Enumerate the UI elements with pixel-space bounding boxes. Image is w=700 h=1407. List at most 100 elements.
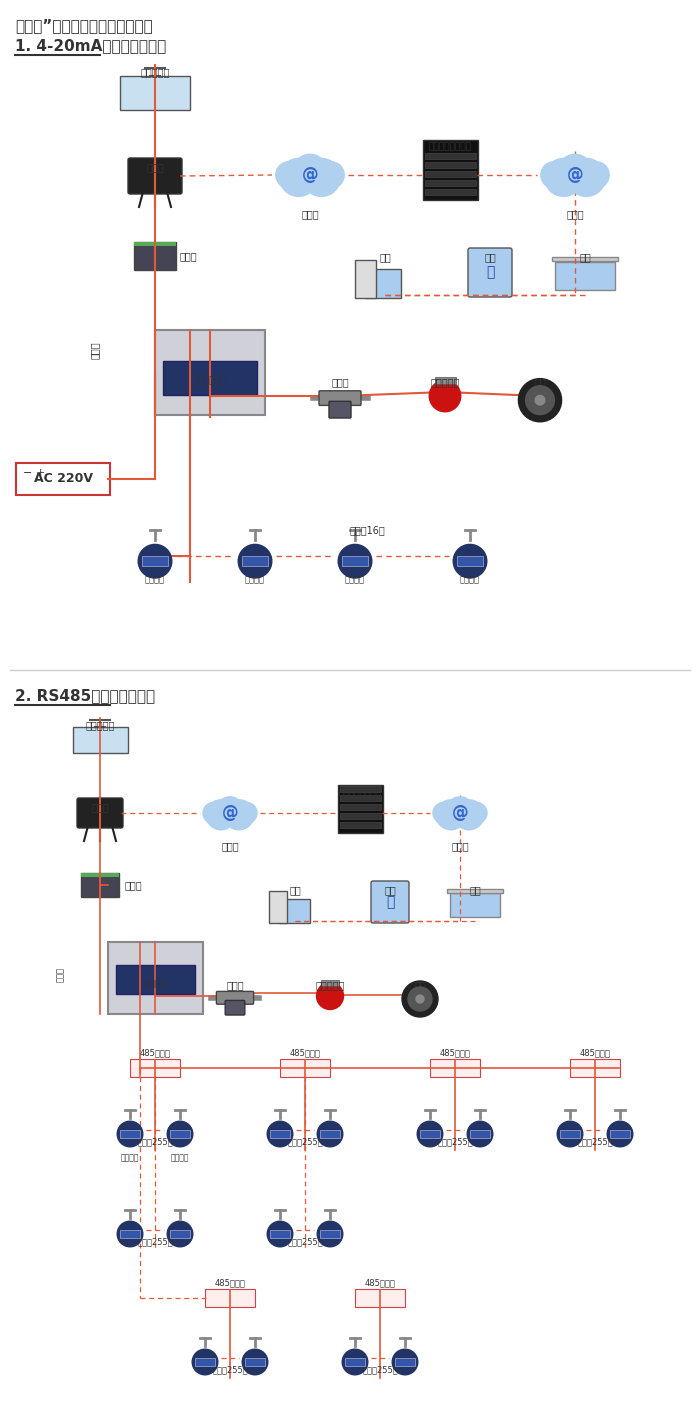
Text: 机气猫”系列带显示固定式检测仪: 机气猫”系列带显示固定式检测仪 (15, 18, 153, 32)
Circle shape (302, 159, 340, 197)
Circle shape (392, 1349, 418, 1375)
FancyBboxPatch shape (216, 992, 253, 1005)
Circle shape (242, 1349, 268, 1375)
Text: @: @ (302, 166, 318, 184)
FancyBboxPatch shape (163, 362, 257, 395)
Text: @: @ (452, 803, 468, 822)
Text: 互联网: 互联网 (221, 841, 239, 851)
FancyBboxPatch shape (450, 893, 500, 917)
Text: −: − (23, 469, 33, 478)
Circle shape (402, 981, 438, 1017)
FancyBboxPatch shape (470, 1130, 489, 1138)
FancyBboxPatch shape (424, 153, 475, 159)
Text: 单机版电脑: 单机版电脑 (140, 68, 169, 77)
FancyBboxPatch shape (321, 1230, 340, 1238)
Text: 通讯线: 通讯线 (55, 968, 64, 982)
FancyBboxPatch shape (280, 1059, 330, 1076)
FancyBboxPatch shape (195, 1358, 215, 1366)
Circle shape (276, 162, 302, 189)
FancyBboxPatch shape (116, 965, 195, 993)
FancyBboxPatch shape (81, 872, 119, 898)
Text: 电脑: 电脑 (289, 885, 301, 895)
Text: 485中继器: 485中继器 (365, 1278, 395, 1287)
FancyBboxPatch shape (279, 899, 310, 923)
Text: 手机: 手机 (484, 252, 496, 262)
FancyBboxPatch shape (457, 556, 482, 567)
Text: 信号输出: 信号输出 (145, 575, 165, 584)
Circle shape (568, 159, 606, 197)
Circle shape (519, 378, 561, 422)
FancyBboxPatch shape (340, 813, 381, 819)
FancyBboxPatch shape (447, 889, 503, 892)
Text: 〜: 〜 (386, 895, 394, 909)
Text: 电脑: 电脑 (379, 252, 391, 262)
Circle shape (293, 155, 327, 189)
FancyBboxPatch shape (321, 979, 339, 985)
Text: 485中继器: 485中继器 (440, 1048, 470, 1057)
FancyBboxPatch shape (371, 881, 409, 923)
FancyBboxPatch shape (108, 943, 202, 1014)
FancyBboxPatch shape (142, 556, 167, 567)
Text: 可连接255台: 可连接255台 (362, 1365, 398, 1375)
Text: 信号输入: 信号输入 (245, 575, 265, 584)
FancyBboxPatch shape (340, 822, 381, 827)
FancyBboxPatch shape (337, 785, 382, 833)
FancyBboxPatch shape (73, 727, 127, 753)
Circle shape (454, 799, 484, 830)
Text: 电磁阀: 电磁阀 (331, 377, 349, 387)
Text: 〜: 〜 (486, 266, 494, 280)
Text: 485中继器: 485中继器 (290, 1048, 321, 1057)
FancyBboxPatch shape (423, 141, 477, 200)
FancyBboxPatch shape (355, 1289, 405, 1307)
Text: 安帕尔网络服务器: 安帕尔网络服务器 (428, 142, 472, 151)
Text: 互联网: 互联网 (301, 210, 318, 219)
FancyBboxPatch shape (242, 556, 267, 567)
Text: 终端: 终端 (579, 252, 591, 262)
Text: 信号输入: 信号输入 (120, 1152, 139, 1162)
Text: 可连接16个: 可连接16个 (350, 525, 386, 535)
FancyBboxPatch shape (570, 1059, 620, 1076)
Circle shape (193, 1349, 218, 1375)
FancyBboxPatch shape (120, 1130, 139, 1138)
FancyBboxPatch shape (424, 162, 475, 167)
Circle shape (541, 162, 568, 189)
Circle shape (203, 802, 224, 823)
Circle shape (338, 545, 372, 578)
Text: 路由器: 路由器 (146, 162, 164, 172)
Circle shape (447, 796, 473, 825)
FancyBboxPatch shape (395, 1358, 414, 1366)
Text: 485中继器: 485中继器 (215, 1278, 246, 1287)
Circle shape (236, 802, 257, 823)
Circle shape (117, 1121, 143, 1147)
Circle shape (582, 162, 609, 189)
Circle shape (279, 159, 318, 197)
Circle shape (436, 799, 466, 830)
FancyBboxPatch shape (345, 1358, 365, 1366)
Text: 风机: 风机 (534, 377, 546, 387)
Text: 互联网: 互联网 (566, 210, 584, 219)
Text: 电磁阀: 电磁阀 (226, 981, 244, 991)
Circle shape (545, 159, 582, 197)
Circle shape (267, 1221, 293, 1247)
Text: 风机: 风机 (414, 981, 426, 991)
Text: 声光报警器: 声光报警器 (315, 981, 344, 991)
Text: 可连接255台: 可连接255台 (287, 1237, 323, 1247)
FancyBboxPatch shape (421, 1130, 440, 1138)
FancyBboxPatch shape (120, 76, 190, 110)
Text: AC 220V: AC 220V (34, 473, 92, 485)
Text: 可连接255台: 可连接255台 (137, 1137, 173, 1145)
Circle shape (467, 1121, 493, 1147)
Text: 可连接255台: 可连接255台 (287, 1137, 323, 1145)
Text: 报警控制主机: 报警控制主机 (194, 376, 226, 386)
FancyBboxPatch shape (81, 872, 119, 877)
FancyBboxPatch shape (552, 257, 618, 262)
FancyBboxPatch shape (355, 260, 376, 298)
Circle shape (607, 1121, 633, 1147)
FancyBboxPatch shape (155, 331, 265, 415)
Text: 手机: 手机 (384, 885, 396, 895)
Text: 可连接255台: 可连接255台 (137, 1237, 173, 1247)
Circle shape (267, 1121, 293, 1147)
FancyBboxPatch shape (16, 463, 110, 495)
Text: 1. 4-20mA信号连接系统图: 1. 4-20mA信号连接系统图 (15, 38, 167, 53)
Circle shape (138, 545, 172, 578)
